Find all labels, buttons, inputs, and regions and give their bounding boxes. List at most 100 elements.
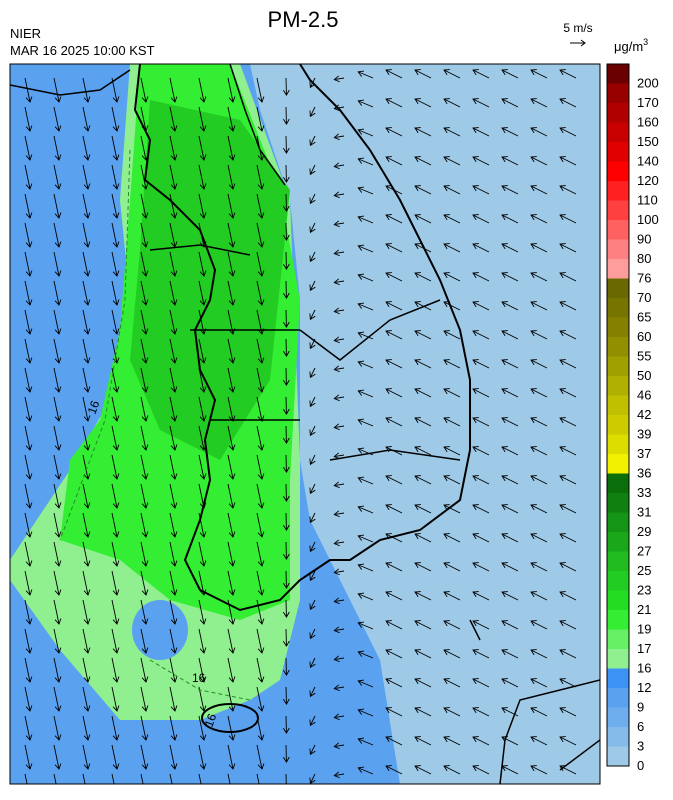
wind-arrow [24,251,33,277]
wind-arrow [333,597,345,605]
wind-arrow [282,367,290,386]
wind-arrow [169,599,178,625]
wind-arrow [111,541,120,567]
wind-arrow [53,77,62,103]
wind-arrow [443,678,461,688]
colorbar-label: 21 [637,602,651,617]
wind-arrow [169,773,173,784]
wind-arrow [414,562,432,572]
wind-arrow [256,512,265,538]
wind-arrow [309,135,316,147]
wind-arrow [24,77,33,103]
colorbar-label: 42 [637,407,651,422]
wind-arrow [414,446,432,456]
wind-arrow [24,222,33,248]
wind-arrow [357,99,374,108]
wind-arrow [198,512,207,538]
colorbar-label: 200 [637,76,659,91]
wind-arrow [256,715,265,741]
wind-arrow [309,628,316,640]
wind-arrow [309,222,316,234]
wind-arrow [530,127,548,137]
coastline [133,64,471,612]
contour-label: 16 [192,671,206,685]
wind-arrow [82,773,86,784]
wind-arrow [333,539,345,547]
wind-arrow [198,280,207,306]
wind-arrow [530,649,548,659]
wind-arrow [472,330,490,340]
wind-arrow [333,742,345,750]
wind-arrow [82,686,91,712]
wind-arrow [169,222,178,248]
wind-arrow [501,301,519,311]
wind-arrow [169,280,178,306]
colorbar-block [607,200,629,220]
wind-arrow [111,454,120,480]
wind-arrow [198,164,207,190]
wind-arrow [169,396,178,422]
wind-arrow [385,446,403,456]
wind-arrow [530,591,548,601]
wind-arrow [385,417,403,427]
wind-arrow [559,359,577,369]
wind-arrow [309,367,316,379]
wind-arrow [111,512,120,538]
wind-arrow [385,330,403,340]
wind-arrow [256,541,265,567]
wind-arrow [24,744,33,770]
wind-arrow [501,214,519,224]
wind-arrow [227,657,236,683]
wind-arrow [53,425,62,451]
colorbar-block [607,590,629,610]
wind-arrow [357,360,374,369]
wind-arrow [198,773,202,784]
wind-arrow [501,243,519,253]
wind-arrow [53,251,62,277]
wind-arrow [333,684,345,692]
colorbar-label: 120 [637,173,659,188]
wind-arrow [472,707,490,717]
wind-arrow [282,338,290,357]
wind-arrow [530,620,548,630]
wind-arrow [501,736,519,746]
wind-arrow [282,715,290,734]
wind-arrow [198,570,207,596]
wind-arrow [357,302,374,311]
wind-arrow [443,127,461,137]
wind-arrow [472,98,490,108]
wind-arrow [385,736,403,746]
wind-arrow [333,75,345,83]
wind-arrow [111,77,120,103]
wind-arrow [530,359,548,369]
colorbar-label: 31 [637,505,651,520]
wind-arrow [140,454,149,480]
colorbar-block [607,337,629,357]
wind-arrow [140,396,149,422]
wind-arrow [198,657,207,683]
wind-arrow [333,365,345,373]
wind-arrow [53,338,62,364]
wind-arrow [559,765,577,775]
wind-arrow [140,425,149,451]
wind-arrow [357,70,374,79]
colorbar-label: 76 [637,271,651,286]
wind-arrow [414,98,432,108]
wind-arrow [501,156,519,166]
wind-arrow [198,396,207,422]
colorbar-block [607,493,629,513]
wind-arrow [333,771,345,779]
colorbar-label: 36 [637,466,651,481]
wind-arrow [472,533,490,543]
wind-arrow [443,446,461,456]
colorbar-block [607,473,629,493]
wind-arrow [357,505,374,514]
wind-arrow [309,309,316,321]
wind-arrow [385,98,403,108]
wind-arrow [256,164,265,190]
wind-arrow [24,715,33,741]
wind-arrow [357,447,374,456]
colorbar-block [607,707,629,727]
wind-arrow [227,367,236,393]
wind-arrow [198,309,207,335]
